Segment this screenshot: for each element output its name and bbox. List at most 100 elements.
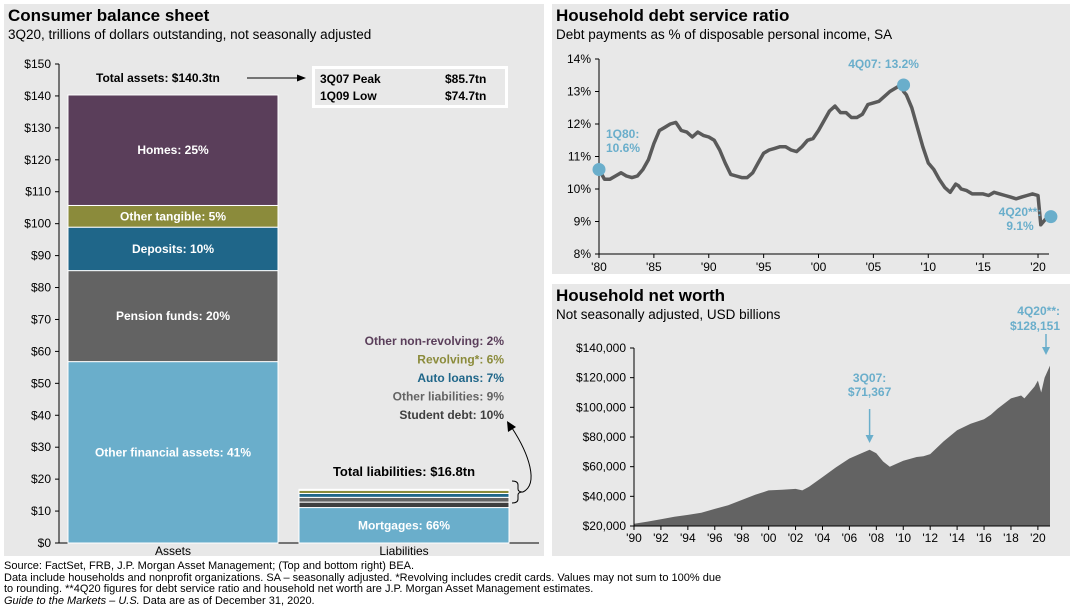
liability-legend-label: Other non-revolving: 2% (365, 334, 505, 348)
net-worth-title: Household net worth (556, 286, 726, 305)
balance-sheet-subtitle: 3Q20, trillions of dollars outstanding, … (8, 27, 372, 42)
balance-sheet-chart: $0 $10 $20 $30 $40 $50 $60 $70 $80 $90 $100 $110 $12… (24, 57, 539, 558)
x-tick-label: '10 (920, 260, 936, 274)
annotation-1q80-label: 1Q80: (606, 127, 639, 141)
debt-service-panel: Household debt service ratio Debt paymen… (552, 4, 1070, 274)
footnote-date: Data are as of December 31, 2020. (139, 594, 315, 607)
x-tick-label: '00 (761, 531, 777, 545)
x-tick-label: '14 (949, 531, 965, 545)
y-tick-label: $110 (25, 185, 51, 199)
footnote-guide-title: Guide to the Markets – U.S. (4, 594, 140, 607)
total-liabilities-label: Total liabilities: $16.8tn (333, 464, 475, 479)
y-tick-label: $40,000 (583, 489, 627, 503)
liability-legend-label: Auto loans: 7% (417, 371, 504, 385)
x-tick-label: '20 (1030, 260, 1046, 274)
x-tick-label: '08 (869, 531, 885, 545)
liability-legend-label: Student debt: 10% (399, 408, 504, 422)
debt-service-title: Household debt service ratio (556, 6, 790, 25)
low-label: 1Q09 Low (320, 89, 377, 103)
net-worth-panel: Household net worth Not seasonally adjus… (552, 284, 1070, 556)
low-value: $74.7tn (445, 89, 487, 103)
liability-legend-label: Other liabilities: 9% (393, 390, 505, 404)
curved-arrow-line (511, 427, 532, 493)
liability-segment-other-liabilities (298, 496, 510, 503)
marker-1q80 (592, 163, 606, 176)
x-tick-label: '94 (680, 531, 696, 545)
y-tick-label: 9% (574, 215, 592, 229)
x-tick-label: '00 (811, 260, 827, 274)
arrow-down-icon (865, 435, 874, 443)
x-tick-label: '95 (756, 260, 772, 274)
y-tick-label: $140 (24, 89, 51, 103)
liability-segment-mortgages (298, 507, 510, 544)
y-tick-label: 14% (567, 52, 591, 66)
peak-low-box: 3Q07 Peak $85.7tn 1Q09 Low $74.7tn (312, 66, 508, 108)
arrow-down-icon (1042, 347, 1050, 355)
x-tick-label: '80 (591, 260, 607, 274)
peak-value: $85.7tn (445, 72, 487, 86)
marker-4q20 (1044, 210, 1058, 224)
annotation-3q07-value: $71,367 (848, 385, 892, 399)
x-tick-label: '06 (842, 531, 858, 545)
net-worth-area (634, 365, 1050, 526)
x-tick-label: '04 (815, 531, 831, 545)
x-tick-label: '90 (626, 531, 642, 545)
x-tick-label: '92 (653, 531, 669, 545)
y-tick-label: 8% (574, 247, 592, 261)
y-tick-label: $80 (31, 281, 51, 295)
x-category-label: Assets (155, 544, 191, 558)
asset-segment-label: Deposits: 10% (132, 242, 214, 256)
liability-legend-label: Revolving*: 6% (417, 353, 504, 367)
x-tick-label: '96 (707, 531, 723, 545)
footnote-source: Source: FactSet, FRB, J.P. Morgan Asset … (4, 560, 415, 572)
y-tick-label: $140,000 (576, 341, 626, 355)
arrow-up-icon (507, 421, 516, 432)
y-tick-label: $100 (24, 217, 51, 231)
x-tick-label: '15 (975, 260, 991, 274)
y-tick-label: $50 (31, 376, 51, 390)
asset-segment-deposits (67, 226, 279, 272)
annotation-4q07-label: 4Q07: 13.2% (848, 57, 919, 71)
footnote-definitions: Data include households and nonprofit or… (4, 571, 722, 584)
y-tick-label: $130 (24, 121, 51, 135)
y-tick-label: 12% (567, 117, 591, 131)
y-tick-label: $100,000 (576, 400, 626, 414)
x-tick-label: '05 (866, 260, 882, 274)
y-tick-label: $30 (31, 440, 51, 454)
x-tick-label: '85 (646, 260, 662, 274)
asset-segment-label: Pension funds: 20% (116, 309, 230, 323)
y-tick-label: $60,000 (583, 460, 627, 474)
y-tick-label: 13% (567, 85, 591, 99)
x-tick-label: '10 (895, 531, 911, 545)
x-tick-label: '18 (1003, 531, 1019, 545)
y-tick-label: $10 (31, 504, 51, 518)
footnote-estimates: to rounding. **4Q20 figures for debt ser… (4, 583, 594, 595)
y-tick-label: $120,000 (576, 371, 626, 385)
y-tick-label: $20,000 (583, 519, 627, 533)
liability-segment-other-non-revolving (298, 488, 510, 491)
x-tick-label: '12 (922, 531, 938, 545)
annotation-4q20-value: 9.1% (1006, 219, 1034, 233)
y-tick-label: $90 (31, 249, 51, 263)
marker-4q07 (897, 78, 911, 92)
y-tick-label: 10% (567, 182, 591, 196)
y-tick-label: $150 (24, 57, 51, 71)
asset-segment-label: Other financial assets: 41% (95, 445, 251, 459)
x-tick-label: '02 (788, 531, 804, 545)
x-tick-label: '20 (1030, 531, 1046, 545)
y-tick-label: 11% (568, 150, 591, 164)
peak-label: 3Q07 Peak (320, 72, 381, 86)
annotation-1q80-value: 10.6% (606, 141, 640, 155)
debt-service-subtitle: Debt payments as % of disposable persona… (556, 27, 893, 42)
annotation-4q20-label: 4Q20**: (999, 205, 1042, 219)
footnote: Source: FactSet, FRB, J.P. Morgan Asset … (4, 560, 722, 607)
x-category-label: Liabilities (379, 544, 428, 558)
brace-icon (511, 480, 524, 504)
asset-segment-homes (67, 94, 279, 206)
y-tick-label: $120 (24, 153, 51, 167)
balance-sheet-title: Consumer balance sheet (8, 6, 210, 25)
net-worth-subtitle: Not seasonally adjusted, USD billions (556, 307, 781, 322)
liability-segment-auto-loans (298, 493, 510, 498)
y-tick-label: $0 (38, 536, 52, 550)
y-tick-label: $80,000 (583, 430, 627, 444)
